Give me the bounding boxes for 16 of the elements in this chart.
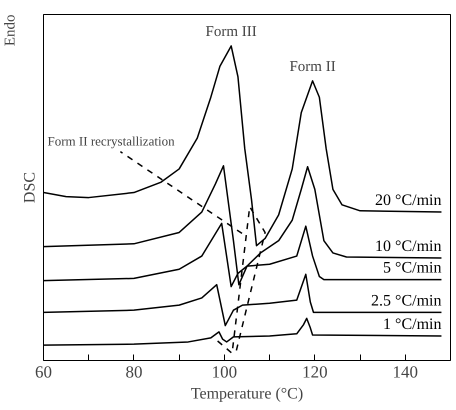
annotation: Form II recrystallization [48, 134, 176, 148]
annotation: Form II [289, 58, 336, 75]
x-tick-label: 100 [212, 362, 238, 382]
annotation: Form III [206, 24, 257, 40]
y-axis-title: DSC [22, 172, 38, 204]
series-label: 2.5 °C/min [371, 292, 442, 310]
series-label: 20 °C/min [375, 192, 442, 210]
series-label: 1 °C/min [383, 316, 442, 333]
x-tick-label: 120 [302, 362, 328, 382]
x-tick-label: 140 [392, 362, 418, 382]
x-tick-label: 60 [35, 362, 52, 382]
series-label: 5 °C/min [383, 260, 442, 277]
series-label: 10 °C/min [375, 238, 442, 255]
x-axis-title: Temperature (°C) [190, 386, 304, 402]
text: Endo [2, 14, 18, 46]
x-tick-label: 80 [125, 362, 142, 382]
